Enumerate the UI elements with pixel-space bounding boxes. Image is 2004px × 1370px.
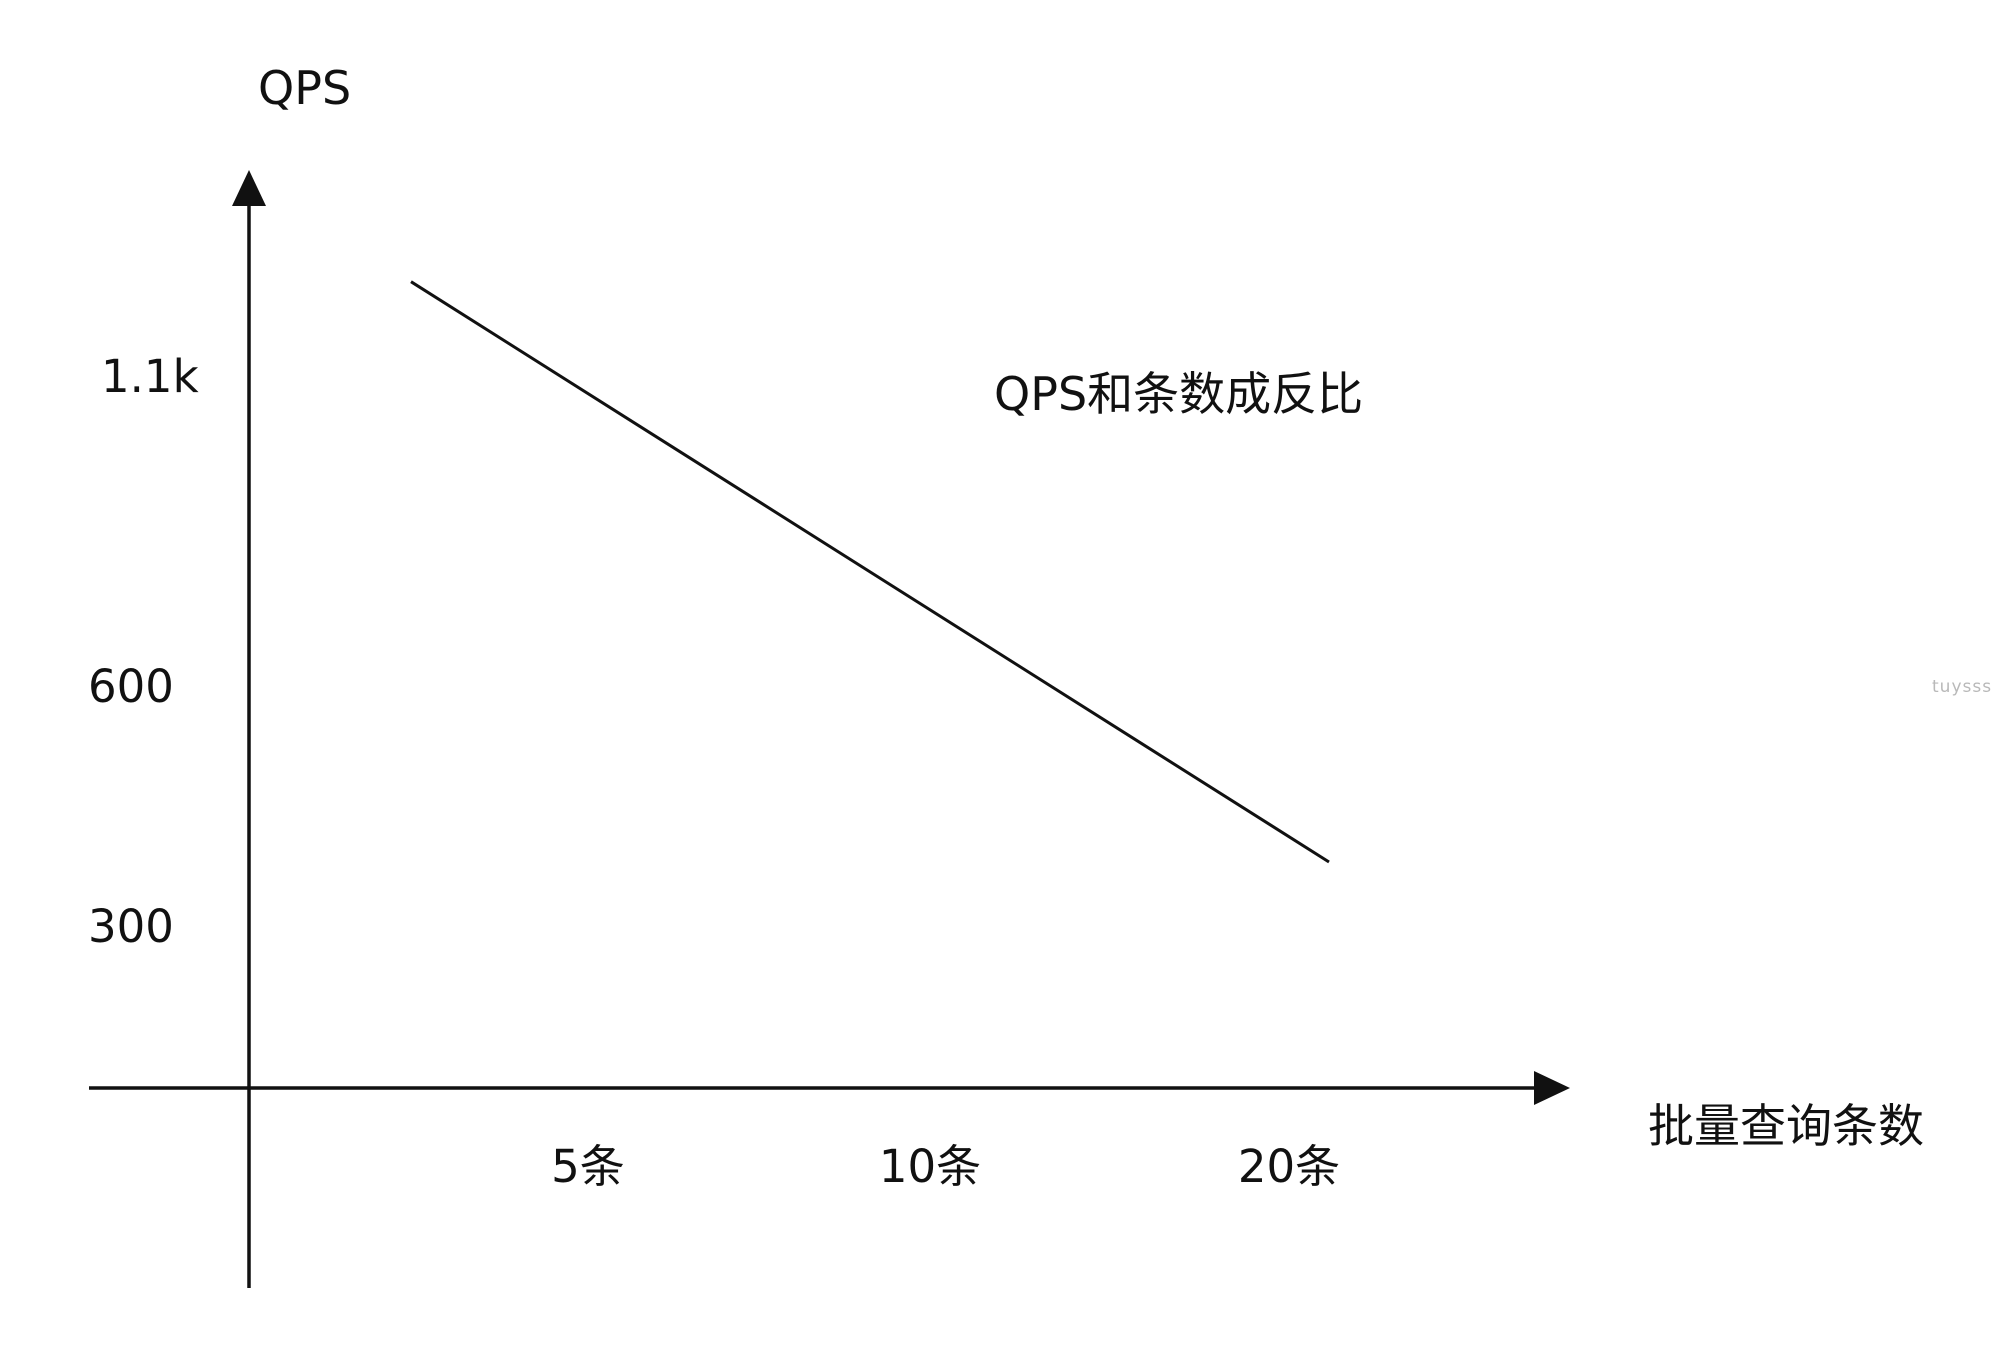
y-tick-label: 600 — [88, 660, 174, 713]
x-tick-label: 10条 — [879, 1140, 981, 1193]
series-line — [410, 280, 1330, 864]
watermark-text: tuysss — [1932, 677, 1992, 697]
x-axis-arrow — [1534, 1071, 1570, 1105]
x-tick-label: 20条 — [1238, 1140, 1340, 1193]
y-tick-label: 1.1k — [101, 350, 199, 403]
y-tick-label: 300 — [88, 900, 174, 953]
chart-annotation: QPS和条数成反比 — [994, 367, 1363, 421]
y-axis-arrow — [232, 170, 266, 206]
y-axis-title: QPS — [258, 61, 351, 115]
x-tick-label: 5条 — [551, 1140, 625, 1193]
x-axis-title: 批量查询条数 — [1648, 1099, 1924, 1153]
